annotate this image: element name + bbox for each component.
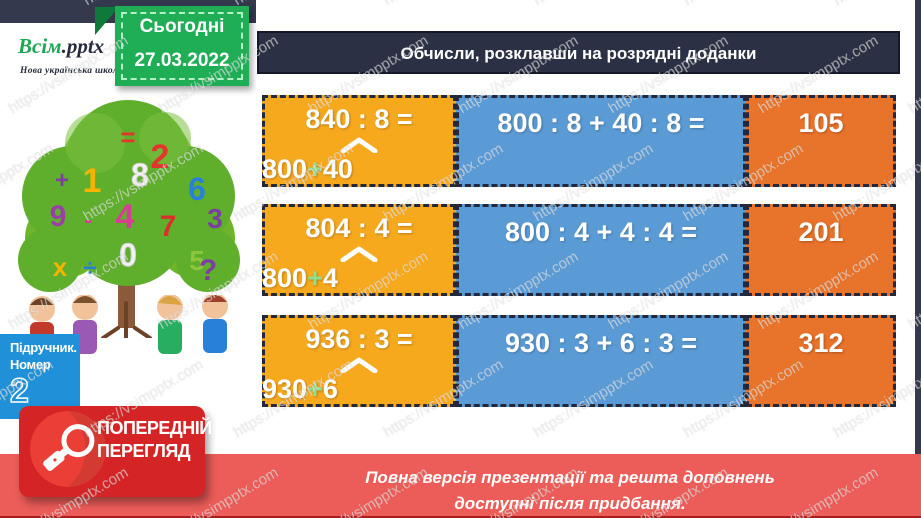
svg-text:2: 2 <box>151 138 170 176</box>
svg-text:x: x <box>53 252 68 282</box>
svg-text:9: 9 <box>50 200 67 233</box>
svg-text:=: = <box>120 122 135 152</box>
svg-text:7: 7 <box>160 210 177 243</box>
svg-text:4: 4 <box>116 198 135 236</box>
svg-text:3: 3 <box>207 203 223 234</box>
svg-text:6: 6 <box>188 171 206 207</box>
svg-text:1: 1 <box>83 162 102 200</box>
svg-text:-: - <box>84 207 92 234</box>
svg-text:?: ? <box>199 254 217 287</box>
svg-text:0: 0 <box>119 237 137 273</box>
svg-text:÷: ÷ <box>83 255 96 282</box>
svg-text:+: + <box>55 167 69 194</box>
svg-text:8: 8 <box>131 157 149 193</box>
